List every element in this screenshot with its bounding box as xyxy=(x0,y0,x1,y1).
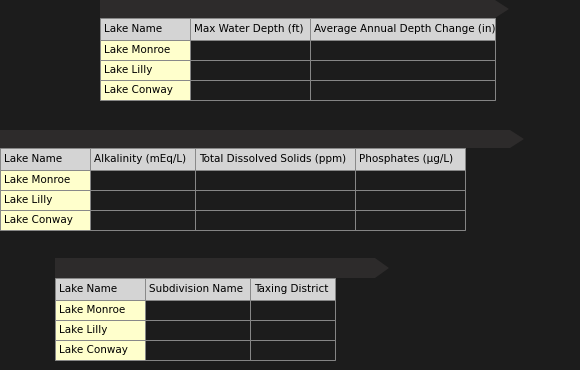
Bar xyxy=(310,18,495,40)
Bar xyxy=(0,170,90,190)
Bar xyxy=(355,210,465,230)
Bar xyxy=(145,300,250,320)
Polygon shape xyxy=(0,0,100,105)
Text: Lake Conway: Lake Conway xyxy=(104,85,173,95)
Bar xyxy=(355,170,465,190)
Bar xyxy=(55,278,145,300)
Text: Lake Name: Lake Name xyxy=(59,284,117,294)
Text: Lake Name: Lake Name xyxy=(4,154,62,164)
Bar xyxy=(355,190,465,210)
Text: Lake Monroe: Lake Monroe xyxy=(4,175,70,185)
Bar xyxy=(90,170,195,190)
Text: Lake Monroe: Lake Monroe xyxy=(59,305,125,315)
Bar xyxy=(100,60,190,80)
Text: Phosphates (μg/L): Phosphates (μg/L) xyxy=(359,154,453,164)
Bar xyxy=(145,278,250,300)
Text: Taxing District: Taxing District xyxy=(254,284,328,294)
Bar xyxy=(190,40,310,60)
Bar xyxy=(55,340,145,360)
Polygon shape xyxy=(0,130,524,148)
Bar xyxy=(90,210,195,230)
Bar xyxy=(250,278,335,300)
Text: Lake Monroe: Lake Monroe xyxy=(104,45,171,55)
Bar xyxy=(90,148,195,170)
Text: Lake Conway: Lake Conway xyxy=(59,345,128,355)
Bar xyxy=(55,320,145,340)
Bar xyxy=(250,340,335,360)
Bar xyxy=(195,170,355,190)
Bar xyxy=(190,60,310,80)
Bar xyxy=(90,190,195,210)
Text: Alkalinity (mEq/L): Alkalinity (mEq/L) xyxy=(94,154,186,164)
Text: Average Annual Depth Change (in): Average Annual Depth Change (in) xyxy=(314,24,495,34)
Bar xyxy=(0,148,90,170)
Bar xyxy=(0,190,90,210)
Bar xyxy=(145,340,250,360)
Bar xyxy=(310,60,495,80)
Bar xyxy=(190,80,310,100)
Bar xyxy=(250,320,335,340)
Bar xyxy=(195,148,355,170)
Polygon shape xyxy=(55,258,389,278)
Bar xyxy=(195,210,355,230)
Text: Lake Lilly: Lake Lilly xyxy=(4,195,52,205)
Bar xyxy=(100,40,190,60)
Bar xyxy=(0,210,90,230)
Bar xyxy=(310,80,495,100)
Bar xyxy=(145,320,250,340)
Polygon shape xyxy=(509,0,580,18)
Text: Lake Conway: Lake Conway xyxy=(4,215,73,225)
Bar xyxy=(355,148,465,170)
Polygon shape xyxy=(0,273,55,365)
Bar xyxy=(190,18,310,40)
Bar xyxy=(250,300,335,320)
Text: Total Dissolved Solids (ppm): Total Dissolved Solids (ppm) xyxy=(199,154,346,164)
Text: Lake Lilly: Lake Lilly xyxy=(59,325,107,335)
Bar xyxy=(55,300,145,320)
Bar xyxy=(100,18,190,40)
Bar xyxy=(195,190,355,210)
Text: Lake Lilly: Lake Lilly xyxy=(104,65,153,75)
Polygon shape xyxy=(524,130,580,148)
Polygon shape xyxy=(389,258,580,278)
Bar xyxy=(100,80,190,100)
Bar xyxy=(310,40,495,60)
Polygon shape xyxy=(100,0,509,18)
Text: Max Water Depth (ft): Max Water Depth (ft) xyxy=(194,24,303,34)
Text: Subdivision Name: Subdivision Name xyxy=(149,284,243,294)
Text: Lake Name: Lake Name xyxy=(104,24,162,34)
